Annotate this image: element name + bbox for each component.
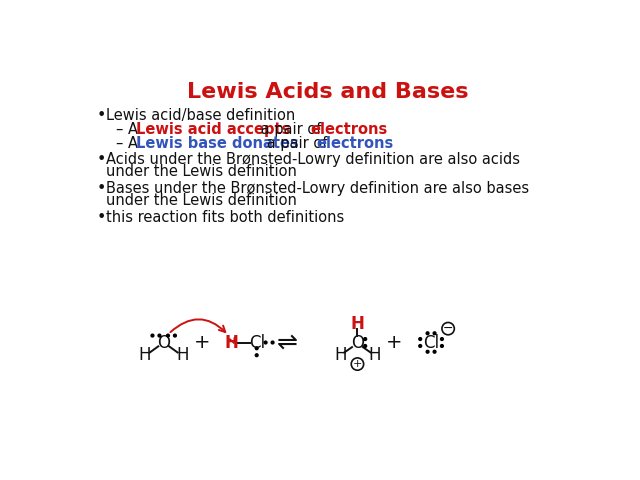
Text: electrons: electrons — [317, 136, 394, 151]
Circle shape — [426, 332, 429, 335]
Circle shape — [166, 334, 170, 337]
Circle shape — [419, 345, 422, 348]
Text: H: H — [351, 315, 364, 333]
Text: H: H — [334, 346, 347, 364]
Text: O: O — [351, 334, 364, 351]
Text: Lewis base donates: Lewis base donates — [136, 136, 299, 151]
Circle shape — [364, 337, 367, 340]
Circle shape — [433, 332, 436, 335]
Text: +: + — [194, 333, 211, 352]
Text: under the Lewis definition: under the Lewis definition — [106, 164, 297, 179]
Circle shape — [433, 350, 436, 353]
Text: ⇌: ⇌ — [277, 331, 298, 355]
Text: Lewis Acids and Bases: Lewis Acids and Bases — [188, 82, 468, 102]
Text: H: H — [368, 346, 381, 364]
Text: Lewis acid accepts: Lewis acid accepts — [136, 122, 291, 137]
Text: H: H — [139, 346, 151, 364]
Circle shape — [419, 337, 422, 340]
Text: −: − — [443, 322, 453, 335]
Text: Acids under the Brønsted-Lowry definition are also acids: Acids under the Brønsted-Lowry definitio… — [106, 152, 520, 167]
Text: electrons: electrons — [310, 122, 387, 137]
Text: •: • — [97, 108, 106, 123]
Text: +: + — [353, 359, 362, 369]
Circle shape — [173, 334, 177, 337]
Circle shape — [255, 354, 258, 357]
Circle shape — [440, 337, 444, 340]
Text: Cl: Cl — [423, 334, 439, 351]
Circle shape — [364, 345, 367, 348]
Circle shape — [255, 347, 258, 349]
Text: Lewis acid/base definition: Lewis acid/base definition — [106, 108, 296, 123]
Text: O: O — [157, 334, 170, 351]
Text: – A: – A — [116, 136, 142, 151]
Text: •: • — [97, 210, 106, 225]
Text: under the Lewis definition: under the Lewis definition — [106, 193, 297, 208]
Circle shape — [158, 334, 161, 337]
Circle shape — [271, 341, 274, 344]
Circle shape — [264, 341, 267, 344]
Text: H: H — [225, 334, 239, 351]
Circle shape — [440, 345, 444, 348]
Text: a pair of: a pair of — [256, 122, 326, 137]
Text: •: • — [97, 152, 106, 167]
Circle shape — [151, 334, 154, 337]
Text: – A: – A — [116, 122, 142, 137]
FancyArrowPatch shape — [170, 319, 225, 332]
Circle shape — [426, 350, 429, 353]
Text: Cl: Cl — [248, 334, 265, 351]
Text: +: + — [386, 333, 402, 352]
FancyArrowPatch shape — [230, 337, 236, 343]
Text: a pair of: a pair of — [262, 136, 332, 151]
Text: this reaction fits both definitions: this reaction fits both definitions — [106, 210, 344, 225]
Text: •: • — [97, 181, 106, 196]
Text: Bases under the Brønsted-Lowry definition are also bases: Bases under the Brønsted-Lowry definitio… — [106, 181, 529, 196]
Text: H: H — [176, 346, 189, 364]
